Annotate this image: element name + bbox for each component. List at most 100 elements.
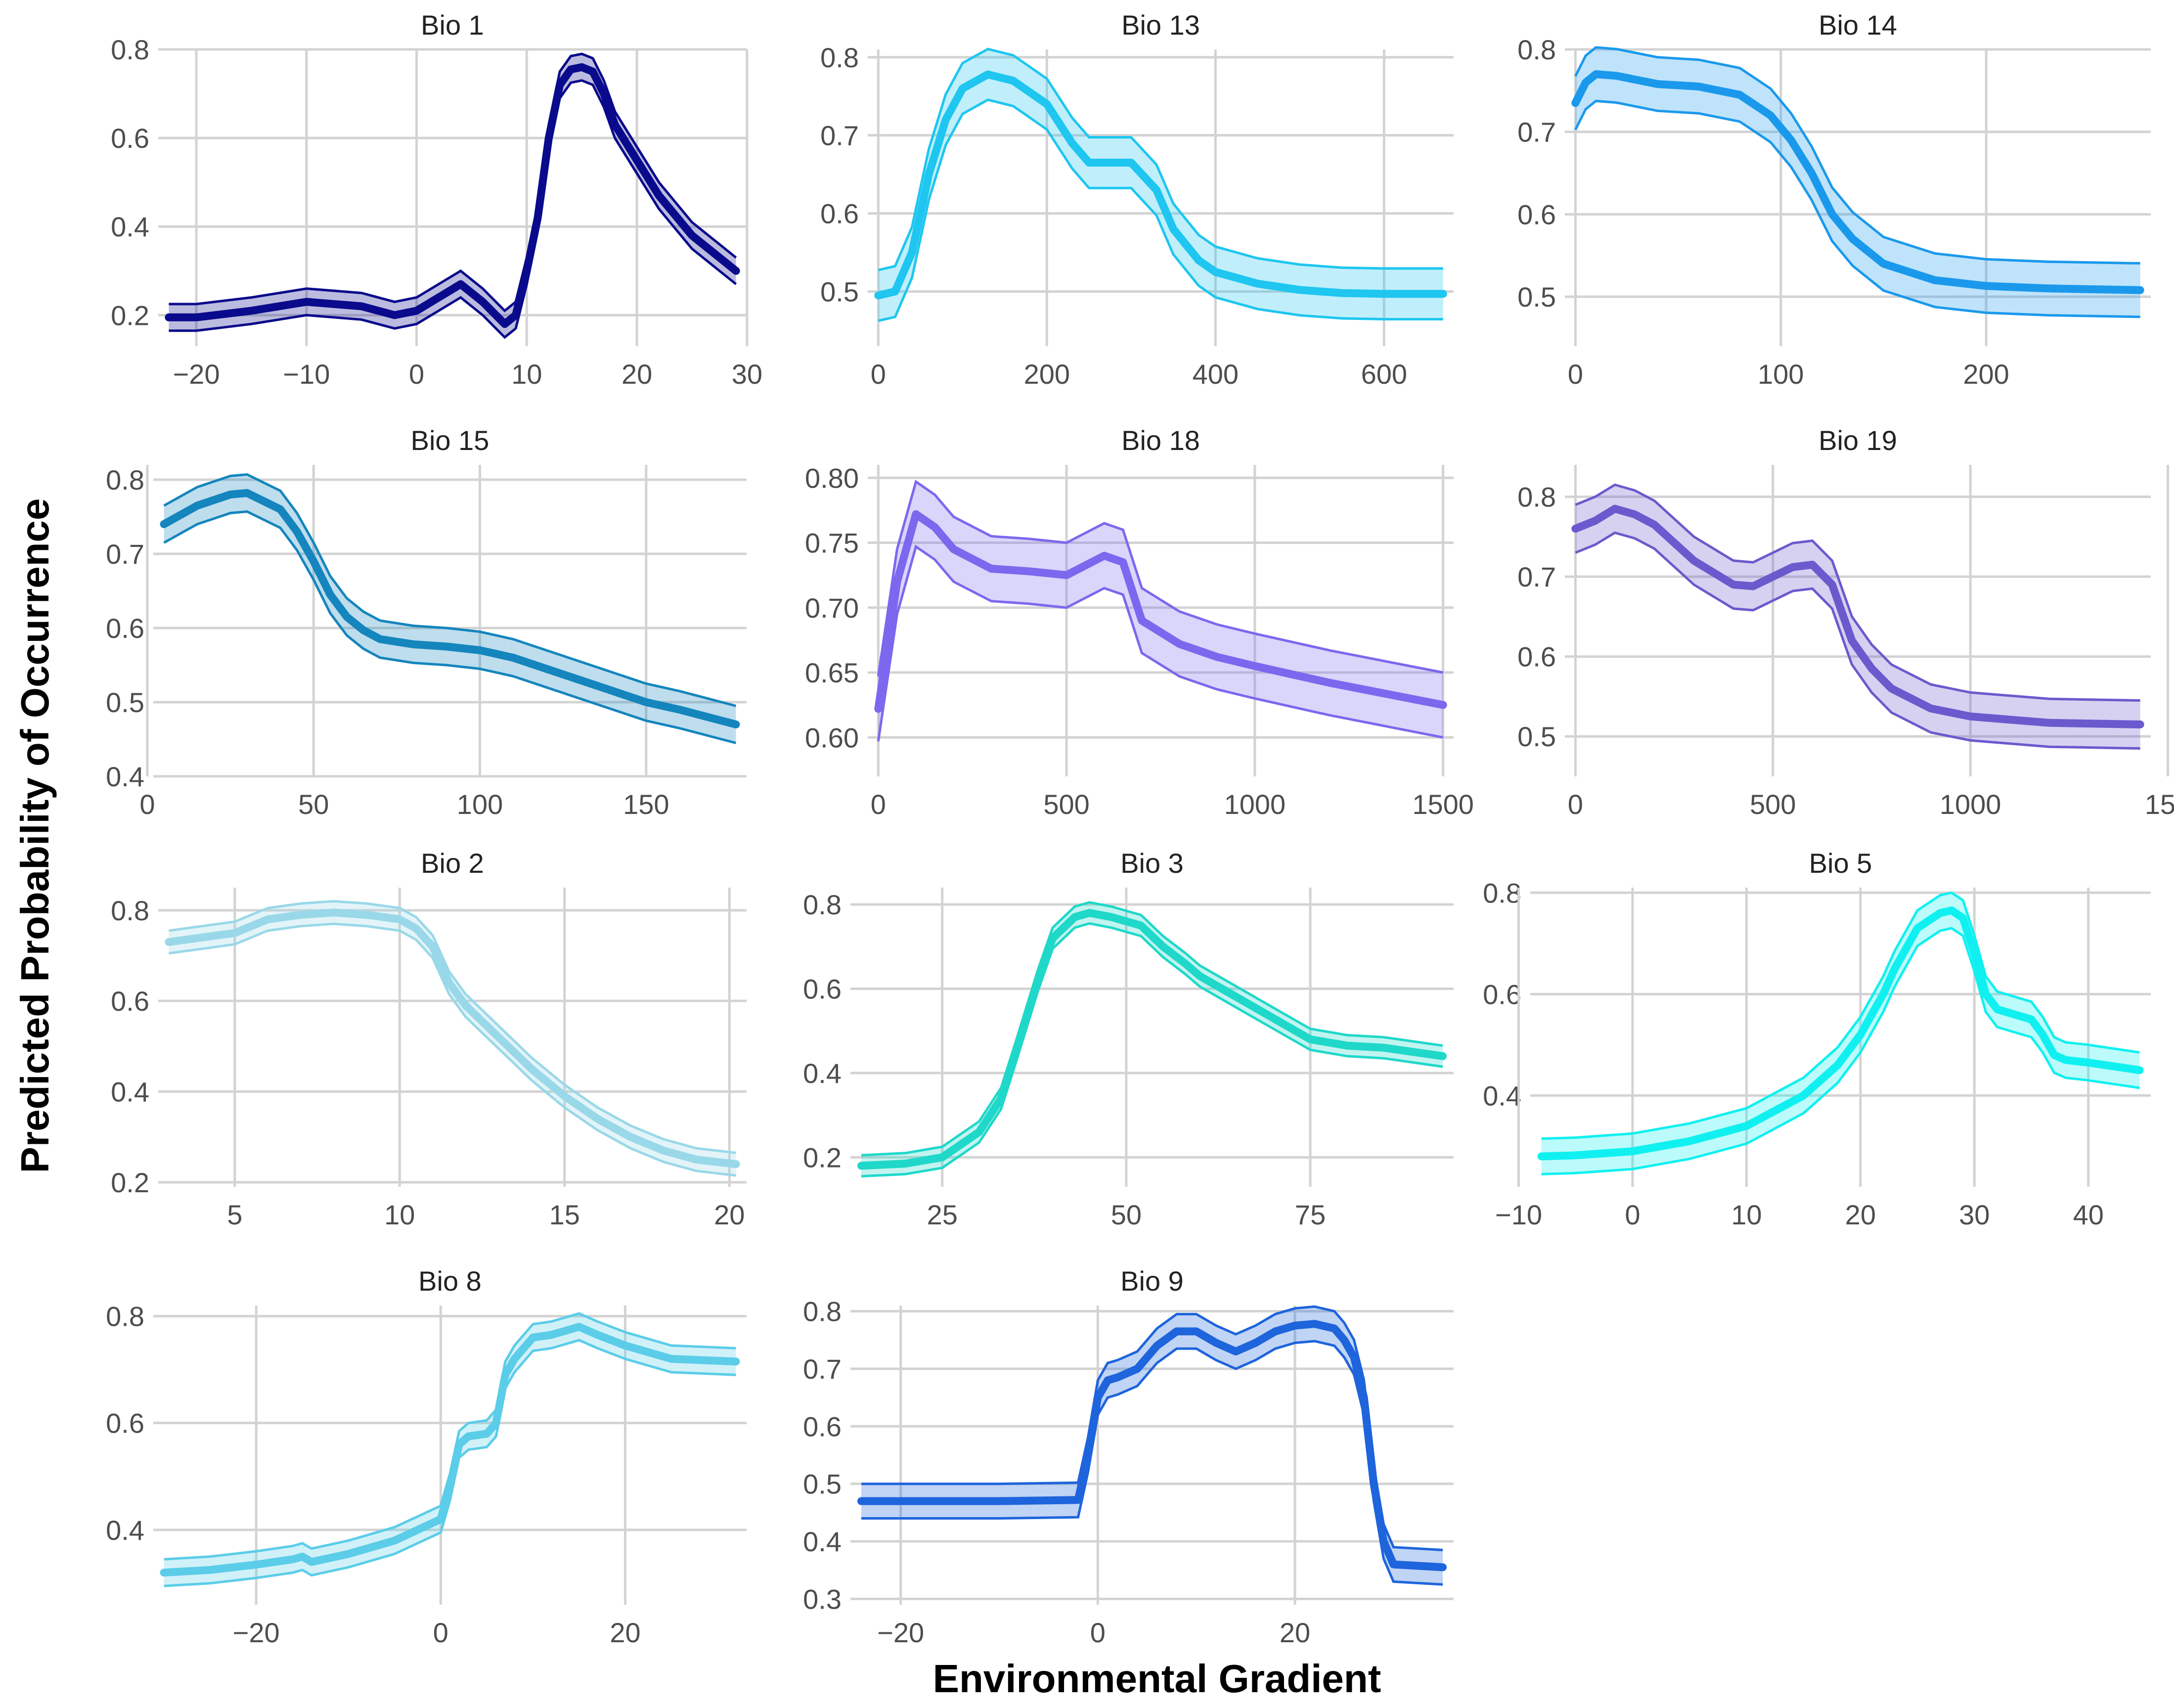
panel-title: Bio 3 (1120, 848, 1184, 879)
y-tick-label: 0.2 (111, 1167, 149, 1198)
x-tick-label: 0 (1568, 359, 1583, 390)
lower-bound-line (861, 922, 1443, 1178)
y-tick-label: 0.70 (805, 592, 859, 624)
x-tick-label: 20 (1845, 1199, 1876, 1230)
x-tick-label: 0 (871, 359, 886, 390)
mean-response-line (857, 909, 1447, 1170)
x-tick-label: 0 (409, 359, 424, 390)
y-tick-label: 0.4 (106, 761, 144, 792)
x-axis-title: Environmental Gradient (933, 1657, 1381, 1701)
x-tick-label: −20 (233, 1617, 280, 1648)
y-tick-label: 0.4 (111, 211, 149, 242)
y-tick-label: 0.6 (106, 613, 144, 644)
x-tick-label: 1500 (1412, 789, 1474, 820)
x-tick-label: 0 (139, 789, 155, 820)
y-tick-label: 0.4 (111, 1077, 149, 1108)
y-tick-label: 0.8 (106, 464, 144, 495)
y-tick-label: 0.4 (106, 1515, 144, 1546)
y-tick-label: 0.8 (803, 1296, 842, 1327)
y-tick-label: 0.5 (820, 276, 859, 307)
x-tick-label: 75 (1295, 1199, 1326, 1230)
upper-bound-line (1574, 46, 2140, 265)
x-tick-label: 0 (1090, 1617, 1106, 1648)
lower-bound-line (1541, 927, 2140, 1175)
panel-title: Bio 18 (1121, 425, 1200, 456)
mean-response-line (160, 1323, 740, 1577)
panel-title: Bio 2 (421, 848, 484, 879)
x-tick-label: 5 (227, 1199, 242, 1230)
x-tick-label: 600 (1361, 359, 1407, 390)
y-tick-label: 0.65 (805, 657, 859, 688)
x-tick-label: 100 (457, 789, 503, 820)
upper-bound-line (169, 899, 736, 1154)
x-tick-label: 200 (1963, 359, 2009, 390)
y-tick-label: 0.7 (106, 539, 144, 570)
x-tick-label: 40 (2073, 1199, 2104, 1230)
panel-bio-3: 0.2 0.4 0.6 0.8 25 50 75 Bio 3 (803, 848, 1454, 1230)
y-tick-label: 0.8 (1517, 34, 1556, 65)
confidence-band (861, 902, 1443, 1176)
mean-response-line (1571, 70, 2144, 294)
confidence-band (169, 901, 736, 1176)
mean-response-line (874, 510, 1447, 713)
x-tick-label: −20 (173, 359, 220, 390)
y-tick-label: 0.7 (1517, 117, 1556, 148)
panel-bio-18: 0.60 0.65 0.70 0.75 0.80 0 500 1000 1500 Bio 18 (805, 425, 1474, 820)
panel-title: Bio 5 (1809, 848, 1872, 879)
x-tick-label: 150 (2145, 789, 2174, 820)
lower-bound-line (164, 1339, 736, 1587)
panel-bio-9: 0.3 0.4 0.5 0.6 0.7 0.8 −20 0 20 Bio 9 (803, 1265, 1454, 1648)
y-tick-label: 0.2 (803, 1142, 842, 1173)
upper-bound-line (861, 901, 1443, 1157)
x-tick-label: 30 (1959, 1199, 1990, 1230)
panel-title: Bio 14 (1819, 9, 1897, 41)
x-tick-label: −10 (1495, 1199, 1542, 1230)
y-tick-label: 0.4 (803, 1526, 842, 1557)
lower-bound-line (877, 544, 1444, 742)
panel-title: Bio 9 (1120, 1265, 1184, 1297)
y-tick-label: 0.6 (1483, 979, 1521, 1010)
y-tick-label: 0.8 (111, 895, 149, 926)
upper-bound-line (1575, 483, 2140, 702)
mean-response-line (1571, 504, 2144, 728)
x-tick-label: 20 (714, 1199, 745, 1230)
y-tick-label: 0.3 (803, 1583, 842, 1615)
x-tick-label: 20 (621, 359, 652, 390)
y-tick-label: 0.75 (805, 528, 859, 559)
confidence-band (1575, 47, 2140, 317)
x-tick-label: 20 (610, 1617, 640, 1648)
panel-bio-13: 0.5 0.6 0.7 0.8 0 200 400 600 Bio 13 (820, 9, 1454, 390)
panel-title: Bio 1 (421, 9, 484, 41)
y-tick-label: 0.2 (111, 300, 149, 331)
upper-bound-line (878, 47, 1443, 271)
x-tick-label: 500 (1750, 789, 1796, 820)
x-tick-label: 400 (1193, 359, 1239, 390)
x-tick-label: −10 (283, 359, 330, 390)
panel-bio-14: 0.5 0.6 0.7 0.8 0 100 200 Bio 14 (1517, 9, 2151, 390)
panel-bio-1: 0.2 0.4 0.6 0.8 −20 −10 0 10 20 30 Bio 1 (111, 9, 762, 390)
panel-title: Bio 19 (1819, 425, 1897, 456)
y-tick-label: 0.4 (1483, 1080, 1521, 1111)
x-tick-label: 0 (433, 1617, 448, 1648)
mean-response-line (165, 63, 740, 328)
y-tick-label: 0.8 (803, 889, 842, 920)
mean-response-line (160, 489, 740, 728)
y-tick-label: 0.8 (111, 34, 149, 65)
y-tick-label: 0.7 (803, 1353, 842, 1385)
y-tick-label: 0.80 (805, 462, 859, 494)
confidence-band (1575, 485, 2140, 749)
upper-bound-line (164, 1312, 736, 1561)
lower-bound-line (163, 510, 737, 744)
upper-bound-line (1541, 891, 2140, 1140)
y-tick-label: 0.6 (803, 974, 842, 1005)
y-tick-label: 0.6 (1517, 641, 1556, 673)
panel-bio-5: 0.4 0.6 0.8 −10 0 10 20 30 40 Bio 5 (1483, 848, 2151, 1230)
y-tick-label: 0.5 (106, 687, 144, 718)
x-tick-label: 500 (1043, 789, 1089, 820)
confidence-band (1541, 893, 2140, 1174)
y-tick-label: 0.7 (1517, 561, 1556, 592)
x-tick-label: 0 (871, 789, 886, 820)
y-tick-label: 0.6 (111, 986, 149, 1017)
x-tick-label: 1000 (1224, 789, 1286, 820)
